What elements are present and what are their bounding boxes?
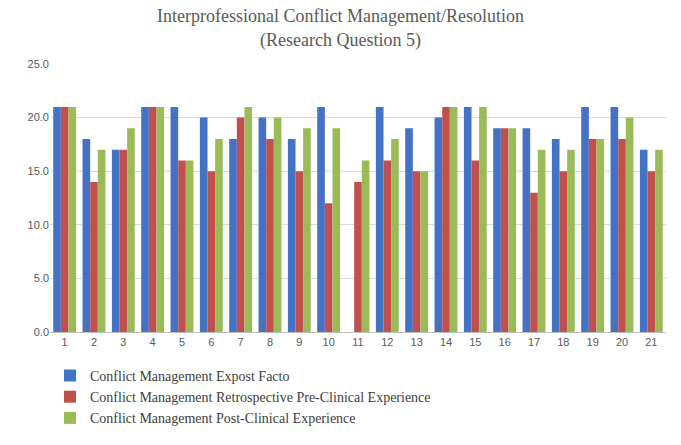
svg-text:0.0: 0.0 <box>34 326 49 338</box>
svg-text:19: 19 <box>587 336 599 348</box>
svg-text:14: 14 <box>440 336 452 348</box>
svg-text:12: 12 <box>381 336 393 348</box>
svg-text:Conflict Management Retrospect: Conflict Management Retrospective Pre-Cl… <box>90 390 431 405</box>
svg-text:Conflict Management Expost Fac: Conflict Management Expost Facto <box>90 369 289 384</box>
svg-text:7: 7 <box>238 336 244 348</box>
svg-text:21: 21 <box>645 336 657 348</box>
svg-text:15: 15 <box>469 336 481 348</box>
svg-text:Interprofessional Conflict Man: Interprofessional Conflict Management/Re… <box>157 6 524 50</box>
svg-text:2: 2 <box>91 336 97 348</box>
svg-text:4: 4 <box>150 336 156 348</box>
svg-text:18: 18 <box>557 336 569 348</box>
svg-text:10: 10 <box>323 336 335 348</box>
svg-text:3: 3 <box>120 336 126 348</box>
svg-text:13: 13 <box>411 336 423 348</box>
svg-text:Conflict Management Post-Clini: Conflict Management Post-Clinical Experi… <box>90 411 356 426</box>
svg-text:17: 17 <box>528 336 540 348</box>
svg-text:5: 5 <box>179 336 185 348</box>
svg-text:8: 8 <box>267 336 273 348</box>
svg-text:20.0: 20.0 <box>28 111 49 123</box>
svg-text:11: 11 <box>352 336 363 348</box>
svg-text:10.0: 10.0 <box>28 219 49 231</box>
svg-text:20: 20 <box>616 336 628 348</box>
svg-text:25.0: 25.0 <box>28 58 49 70</box>
svg-text:9: 9 <box>296 336 302 348</box>
svg-text:15.0: 15.0 <box>28 165 49 177</box>
svg-text:6: 6 <box>208 336 214 348</box>
svg-text:1: 1 <box>62 336 68 348</box>
svg-text:16: 16 <box>499 336 511 348</box>
svg-text:5.0: 5.0 <box>34 272 49 284</box>
